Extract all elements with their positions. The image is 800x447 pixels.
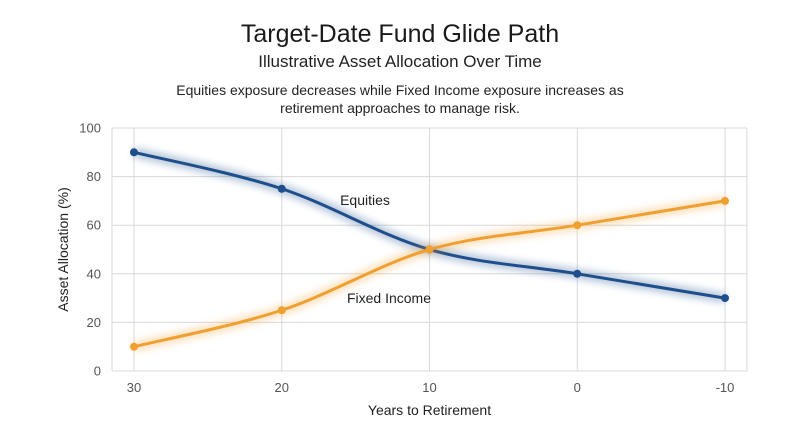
y-tick-label: 100 bbox=[79, 121, 101, 136]
y-tick-label: 60 bbox=[87, 218, 101, 233]
equities-point bbox=[277, 184, 286, 193]
chart-title: Target-Date Fund Glide Path bbox=[240, 20, 560, 48]
x-tick-labels: 30 20 10 0 -10 bbox=[127, 380, 735, 395]
fixed-income-point bbox=[425, 245, 434, 254]
equities-point bbox=[130, 148, 138, 157]
fixed-income-point bbox=[721, 196, 729, 205]
x-tick-label: 20 bbox=[275, 380, 289, 395]
x-axis-label: Years to Retirement bbox=[368, 402, 491, 418]
grid-lines bbox=[111, 127, 748, 372]
x-tick-label: -10 bbox=[716, 380, 735, 395]
y-axis-label: Asset Allocation (%) bbox=[55, 187, 71, 312]
y-tick-label: 40 bbox=[87, 266, 101, 281]
chart-annotation: Equities exposure decreases while Fixed … bbox=[176, 82, 624, 116]
y-tick-label: 0 bbox=[94, 364, 101, 379]
fixed-income-point bbox=[277, 306, 286, 315]
equities-label: Equities bbox=[340, 192, 390, 208]
fixed-income-label: Fixed Income bbox=[347, 290, 431, 306]
x-tick-label: 30 bbox=[127, 380, 141, 395]
x-tick-label: 10 bbox=[422, 380, 436, 395]
x-tick-label: 0 bbox=[574, 380, 581, 395]
y-tick-labels: 0 20 40 60 80 100 bbox=[79, 121, 101, 379]
chart-subtitle: Illustrative Asset Allocation Over Time bbox=[258, 52, 542, 71]
y-tick-label: 20 bbox=[87, 315, 101, 330]
y-tick-label: 80 bbox=[87, 169, 101, 184]
equities-point bbox=[573, 269, 582, 278]
fixed-income-point bbox=[573, 221, 582, 230]
fixed-income-point bbox=[130, 342, 138, 351]
series-group: Equities Fixed Income bbox=[130, 147, 729, 352]
equities-point bbox=[721, 294, 729, 303]
